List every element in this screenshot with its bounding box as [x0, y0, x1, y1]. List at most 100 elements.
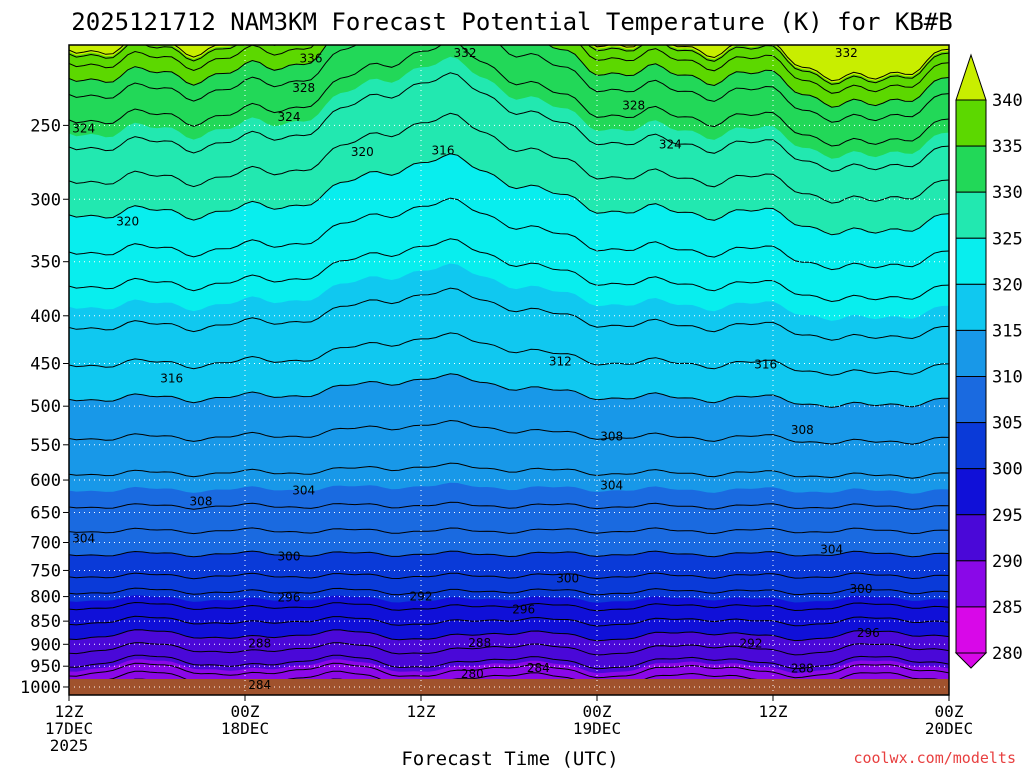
colorbar-label: 305 — [992, 414, 1023, 434]
x-tick-label: 20DEC — [925, 719, 973, 738]
y-tick-label: 450 — [30, 355, 61, 375]
colorbar-label: 340 — [992, 91, 1023, 111]
credit-link[interactable]: coolwx.com/modelts — [853, 749, 1016, 767]
contour-326 — [69, 45, 949, 147]
contour-316 — [69, 238, 949, 303]
y-tick-label: 1000 — [20, 678, 61, 698]
contour-label: 288 — [791, 662, 814, 676]
contour-label: 328 — [292, 81, 315, 95]
y-tick-label: 350 — [30, 253, 61, 273]
x-tick-label: 19DEC — [573, 719, 621, 738]
colorbar-label: 335 — [992, 137, 1023, 157]
contour-label: 308 — [791, 423, 814, 437]
contour-318 — [69, 197, 949, 271]
colorbar-swatch — [955, 514, 987, 562]
colorbar-label: 310 — [992, 368, 1023, 388]
y-tick-label: 900 — [30, 635, 61, 655]
colorbar-bottom-arrow — [954, 652, 988, 669]
x-tick-label: 00Z — [935, 702, 964, 721]
x-tick-label: 00Z — [583, 702, 612, 721]
contour-label: 304 — [820, 542, 843, 556]
contour-330 — [69, 45, 949, 108]
band-340 — [69, 45, 949, 83]
contour-label: 320 — [116, 215, 139, 229]
colorbar-swatch — [955, 99, 987, 147]
colorbar-label: 280 — [992, 644, 1023, 664]
colorbar-label: 295 — [992, 506, 1023, 526]
x-axis-label: Forecast Time (UTC) — [401, 748, 618, 768]
contour-302 — [69, 527, 949, 535]
y-tick-label: 700 — [30, 533, 61, 553]
x-tick-label: 12Z — [55, 702, 84, 721]
colorbar-swatch — [955, 283, 987, 331]
colorbar-swatch — [955, 560, 987, 608]
x-tick-label: 12Z — [759, 702, 788, 721]
contour-label: 280 — [461, 667, 484, 681]
contour-label: 288 — [248, 636, 271, 650]
y-tick-label: 400 — [30, 307, 61, 327]
contour-312 — [69, 332, 949, 376]
contour-308 — [69, 419, 949, 445]
contour-306 — [69, 462, 949, 479]
colorbar-label: 315 — [992, 321, 1023, 341]
contour-label: 312 — [549, 355, 572, 369]
y-tick-label: 600 — [30, 471, 61, 491]
x-tick-label: 2025 — [50, 736, 89, 755]
contour-label: 324 — [278, 110, 301, 124]
colorbar-swatch — [955, 468, 987, 516]
y-tick-label: 800 — [30, 588, 61, 608]
contour-labels: 336 332 332 328 328 324 324 324 320 316 320 316 312 3… — [72, 46, 880, 692]
contour-284 — [69, 662, 949, 679]
contour-304 — [69, 501, 949, 510]
x-tick-label: 12Z — [407, 702, 436, 721]
contour-332 — [69, 45, 949, 94]
colorbar-label: 300 — [992, 460, 1023, 480]
contour-296 — [69, 587, 949, 596]
colorbar-swatch — [955, 422, 987, 470]
contour-314 — [69, 287, 949, 341]
contour-300 — [69, 550, 949, 558]
y-tick-label: 750 — [30, 561, 61, 581]
colorbar-swatch — [955, 606, 987, 654]
contour-322 — [69, 112, 949, 204]
contour-label: 316 — [432, 144, 455, 158]
y-tick-label: 650 — [30, 503, 61, 523]
colorbar-label: 290 — [992, 552, 1023, 572]
contour-286 — [69, 654, 949, 670]
y-tick-label: 950 — [30, 657, 61, 677]
contour-label: 332 — [835, 46, 858, 60]
x-tick-label: 00Z — [231, 702, 260, 721]
y-tick-label: 250 — [30, 116, 61, 136]
contour-298 — [69, 572, 949, 580]
colorbar-swatch — [955, 329, 987, 377]
contour-lines — [69, 45, 949, 695]
contour-label: 296 — [278, 591, 301, 605]
colorbar: 340 335 330 325 320 315 310 305 300 295 290 285 280 — [954, 53, 1023, 669]
contour-294 — [69, 601, 949, 612]
contour-label: 316 — [160, 372, 183, 386]
colorbar-swatch — [955, 376, 987, 424]
colorbar-label: 320 — [992, 275, 1023, 295]
contour-label: 300 — [556, 571, 579, 585]
colorbar-label: 330 — [992, 183, 1023, 203]
contour-label: 324 — [72, 122, 95, 136]
y-tick-label: 500 — [30, 397, 61, 417]
contour-328 — [69, 45, 949, 123]
y-tick-label: 300 — [30, 190, 61, 210]
plot-frame — [68, 44, 950, 696]
contour-label: 308 — [190, 495, 213, 509]
contour-label: 284 — [248, 678, 271, 692]
colorbar-label: 285 — [992, 598, 1023, 618]
contour-label: 316 — [754, 357, 777, 371]
x-tick-label: 18DEC — [221, 719, 269, 738]
contour-label: 304 — [72, 531, 95, 545]
y-tick-label: 850 — [30, 612, 61, 632]
contour-label: 304 — [600, 478, 623, 492]
contour-label: 292 — [740, 636, 763, 650]
contour-label: 328 — [622, 98, 645, 112]
plot-area: 336 332 332 328 328 324 324 324 320 316 320 316 312 3… — [68, 44, 950, 696]
contour-label: 284 — [527, 661, 550, 675]
contour-label: 336 — [300, 52, 323, 66]
